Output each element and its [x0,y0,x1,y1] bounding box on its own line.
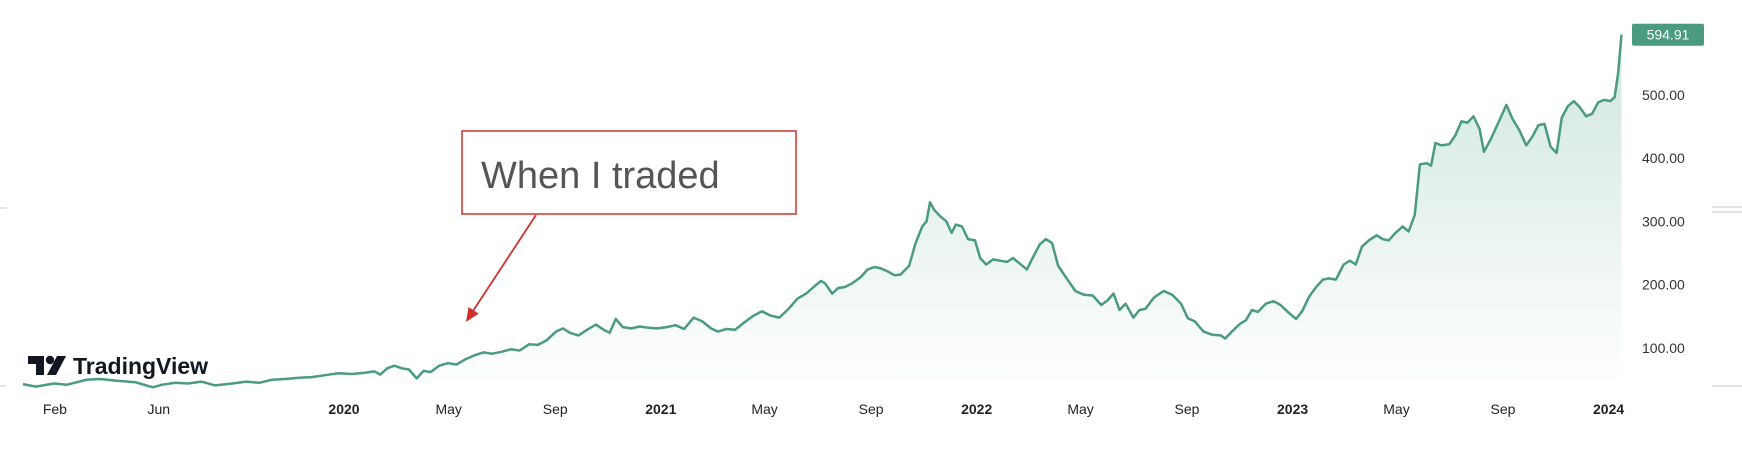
x-tick-label: May [751,401,777,417]
tradingview-wordmark: TradingView [73,353,208,379]
x-axis: Feb Jun 2020 May Sep 2021 May Sep 2022 May Sep 2023… [43,401,1625,417]
x-tick-label: 2022 [961,401,992,417]
y-axis: 100.00 200.00 300.00 400.00 500.00 [1642,87,1685,356]
x-tick-label: Jun [148,401,171,417]
x-tick-label: May [435,401,461,417]
x-tick-label: May [1383,401,1409,417]
last-price-badge: 594.91 [1632,23,1704,46]
x-tick-label: 2024 [1593,401,1624,417]
price-line [22,34,1623,389]
last-price-badge-bg [1632,23,1704,46]
last-price-label: 594.91 [1647,27,1690,43]
annotation-arrow [470,214,537,315]
y-tick-label: 100.00 [1642,340,1685,356]
price-area-fill [22,34,1622,388]
x-tick-label: May [1067,401,1093,417]
x-tick-label: Sep [859,401,884,417]
x-tick-label: Sep [543,401,568,417]
x-tick-label: Sep [1491,401,1516,417]
annotation-arrowhead [466,307,479,322]
y-tick-label: 500.00 [1642,87,1685,103]
y-tick-label: 200.00 [1642,277,1685,293]
y-tick-label: 300.00 [1642,213,1685,229]
x-tick-label: 2023 [1277,401,1308,417]
x-tick-label: 2020 [328,401,359,417]
tradingview-logo[interactable]: TradingView [28,353,208,379]
x-tick-label: Sep [1175,401,1200,417]
tradingview-logo-icon [28,355,66,375]
y-tick-label: 400.00 [1642,150,1685,166]
x-tick-label: 2021 [645,401,676,417]
annotation-text: When I traded [481,155,720,197]
x-tick-label: Feb [43,401,67,417]
annotation-callout: When I traded [461,130,797,322]
annotation-box [461,130,797,215]
